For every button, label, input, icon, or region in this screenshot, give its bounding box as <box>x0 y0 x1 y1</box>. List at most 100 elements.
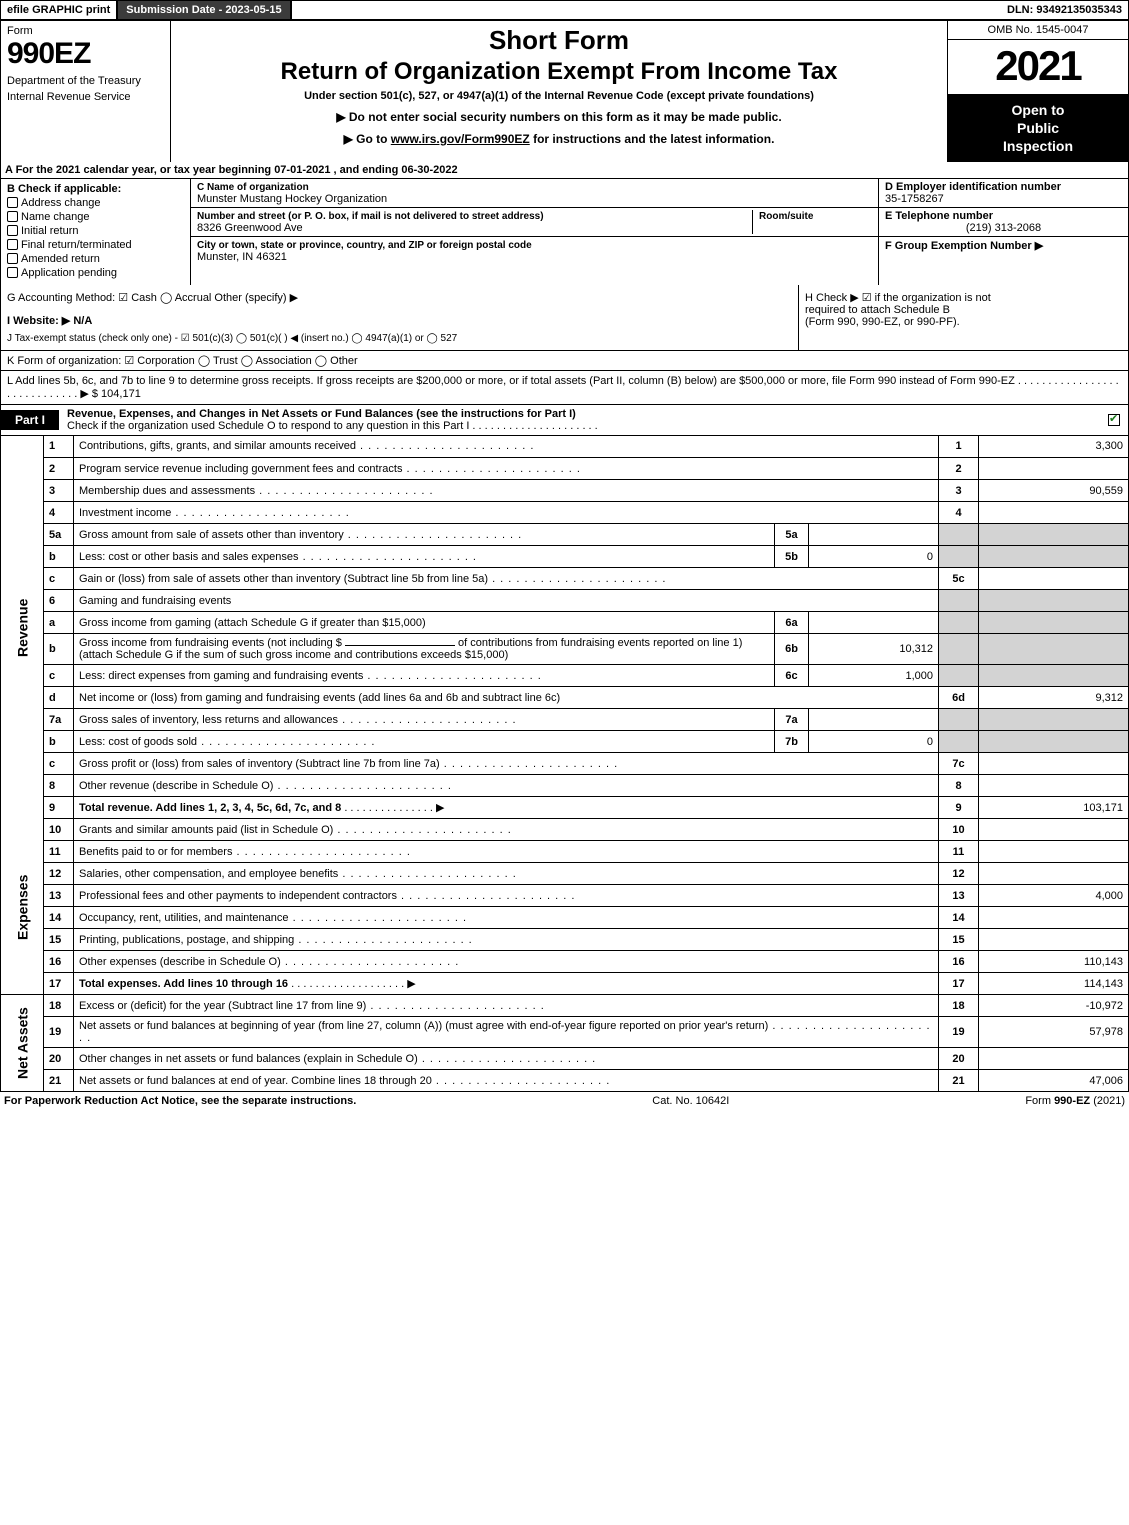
efile-label[interactable]: efile GRAPHIC print <box>1 1 118 19</box>
part1-badge: Part I <box>1 410 59 430</box>
group-row: F Group Exemption Number ▶ <box>879 237 1128 254</box>
chk-pending[interactable]: Application pending <box>7 267 184 279</box>
row-5b: bLess: cost or other basis and sales exp… <box>1 546 1129 568</box>
topbar-fill <box>292 1 1001 19</box>
row-6c: cLess: direct expenses from gaming and f… <box>1 665 1129 687</box>
section-k: K Form of organization: ☑ Corporation ◯ … <box>0 351 1129 371</box>
amt-17: 114,143 <box>979 973 1129 995</box>
city-label: City or town, state or province, country… <box>197 240 532 251</box>
tel-label: E Telephone number <box>885 210 993 222</box>
chk-pending-label: Application pending <box>21 267 117 279</box>
form-title-block: Short Form Return of Organization Exempt… <box>171 21 948 162</box>
chk-address-label: Address change <box>21 197 101 209</box>
org-name: Munster Mustang Hockey Organization <box>197 193 387 205</box>
street-value: 8326 Greenwood Ave <box>197 222 303 234</box>
row-5c: cGain or (loss) from sale of assets othe… <box>1 568 1129 590</box>
desc-5b: Less: cost or other basis and sales expe… <box>79 551 477 563</box>
desc-10: Grants and similar amounts paid (list in… <box>79 824 512 836</box>
footer-right: Form 990-EZ (2021) <box>1025 1095 1125 1107</box>
h-line3: (Form 990, 990-EZ, or 990-PF). <box>805 316 1122 328</box>
row-8: 8Other revenue (describe in Schedule O) … <box>1 775 1129 797</box>
schedule-o-check[interactable] <box>1108 414 1120 426</box>
desc-19: Net assets or fund balances at beginning… <box>79 1020 931 1044</box>
row-6b: b Gross income from fundraising events (… <box>1 634 1129 665</box>
l-text: L Add lines 5b, 6c, and 7b to line 9 to … <box>7 375 1119 400</box>
group-label: F Group Exemption Number ▶ <box>885 240 1043 252</box>
part1-title-text: Revenue, Expenses, and Changes in Net As… <box>67 408 576 420</box>
row-6: 6Gaming and fundraising events <box>1 590 1129 612</box>
row-7c: cGross profit or (loss) from sales of in… <box>1 753 1129 775</box>
chk-amended[interactable]: Amended return <box>7 253 184 265</box>
chk-initial[interactable]: Initial return <box>7 225 184 237</box>
goto-line: ▶ Go to www.irs.gov/Form990EZ for instru… <box>181 132 937 146</box>
amt-6d: 9,312 <box>979 687 1129 709</box>
row-7a: 7aGross sales of inventory, less returns… <box>1 709 1129 731</box>
tel-row: E Telephone number (219) 313-2068 <box>879 208 1128 237</box>
section-def: D Employer identification number 35-1758… <box>878 179 1128 285</box>
lines-table: Revenue 1 Contributions, gifts, grants, … <box>0 436 1129 1093</box>
ln-1: 1 <box>44 436 74 458</box>
desc-6d: Net income or (loss) from gaming and fun… <box>74 687 939 709</box>
desc-7c: Gross profit or (loss) from sales of inv… <box>79 758 618 770</box>
row-14: 14Occupancy, rent, utilities, and mainte… <box>1 907 1129 929</box>
netassets-label: Net Assets <box>1 995 44 1092</box>
part1-title: Revenue, Expenses, and Changes in Net As… <box>59 405 1100 435</box>
desc-7a: Gross sales of inventory, less returns a… <box>79 714 517 726</box>
row-6d: dNet income or (loss) from gaming and fu… <box>1 687 1129 709</box>
g-accounting: G Accounting Method: ☑ Cash ◯ Accrual Ot… <box>7 291 792 304</box>
form-number: 990EZ <box>7 37 164 71</box>
desc-5a: Gross amount from sale of assets other t… <box>79 529 522 541</box>
desc-6b: Gross income from fundraising events (no… <box>74 634 775 665</box>
omb-number: OMB No. 1545-0047 <box>948 21 1128 40</box>
row-5a: 5aGross amount from sale of assets other… <box>1 524 1129 546</box>
desc-4: Investment income <box>79 507 350 519</box>
street-row: Number and street (or P. O. box, if mail… <box>191 208 878 237</box>
desc-6a: Gross income from gaming (attach Schedul… <box>74 612 775 634</box>
desc-5c: Gain or (loss) from sale of assets other… <box>79 573 667 585</box>
row-15: 15Printing, publications, postage, and s… <box>1 929 1129 951</box>
row-16: 16Other expenses (describe in Schedule O… <box>1 951 1129 973</box>
desc-21: Net assets or fund balances at end of ye… <box>79 1075 610 1087</box>
desc-1: Contributions, gifts, grants, and simila… <box>74 436 939 458</box>
part1-sub: Check if the organization used Schedule … <box>67 420 598 432</box>
footer-mid: Cat. No. 10642I <box>652 1095 729 1107</box>
chk-final-label: Final return/terminated <box>21 239 132 251</box>
gij-left: G Accounting Method: ☑ Cash ◯ Accrual Ot… <box>1 285 798 350</box>
desc-18: Excess or (deficit) for the year (Subtra… <box>79 1000 545 1012</box>
amt-18: -10,972 <box>979 995 1129 1017</box>
desc-20: Other changes in net assets or fund bala… <box>79 1053 596 1065</box>
row-7b: bLess: cost of goods sold 7b0 <box>1 731 1129 753</box>
top-bar: efile GRAPHIC print Submission Date - 20… <box>0 0 1129 21</box>
street-label: Number and street (or P. O. box, if mail… <box>197 211 544 222</box>
desc-8: Other revenue (describe in Schedule O) <box>79 780 452 792</box>
goto-pre: ▶ Go to <box>344 132 391 146</box>
val-7b: 0 <box>809 731 939 753</box>
open-public-badge: Open to Public Inspection <box>948 95 1128 162</box>
row-3: 3Membership dues and assessments 390,559 <box>1 480 1129 502</box>
desc-11: Benefits paid to or for members <box>79 846 411 858</box>
chk-name[interactable]: Name change <box>7 211 184 223</box>
irs-link[interactable]: www.irs.gov/Form990EZ <box>391 132 530 146</box>
amt-1: 3,300 <box>979 436 1129 458</box>
tax-year: 2021 <box>948 40 1128 95</box>
h-line2: required to attach Schedule B <box>805 304 1122 316</box>
room-label: Room/suite <box>759 211 813 222</box>
form-header: Form 990EZ Department of the Treasury In… <box>0 21 1129 162</box>
section-b: B Check if applicable: Address change Na… <box>1 179 191 285</box>
city-cell: City or town, state or province, country… <box>191 237 878 265</box>
amt-19: 57,978 <box>979 1017 1129 1048</box>
form-word: Form <box>7 25 164 37</box>
short-form-title: Short Form <box>181 25 937 56</box>
val-6c: 1,000 <box>809 665 939 687</box>
under-section: Under section 501(c), 527, or 4947(a)(1)… <box>181 90 937 102</box>
open-2: Public <box>952 119 1124 137</box>
chk-address[interactable]: Address change <box>7 197 184 209</box>
desc-3: Membership dues and assessments <box>79 485 434 497</box>
dln-label: DLN: 93492135035343 <box>1001 1 1128 19</box>
header-right: OMB No. 1545-0047 2021 Open to Public In… <box>948 21 1128 162</box>
chk-final[interactable]: Final return/terminated <box>7 239 184 251</box>
j-tax-exempt: J Tax-exempt status (check only one) - ☑… <box>7 333 792 344</box>
row-17: 17Total expenses. Add lines 10 through 1… <box>1 973 1129 995</box>
desc-17: Total expenses. Add lines 10 through 16 <box>79 978 288 990</box>
i-website: I Website: ▶ N/A <box>7 314 792 327</box>
